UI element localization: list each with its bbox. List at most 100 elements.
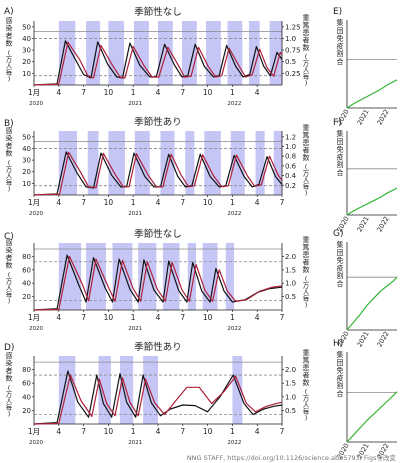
y-axis-title-right-unit: (万人毎) <box>303 388 310 422</box>
year-label: 2022 <box>376 215 391 233</box>
x-tick-label: 4 <box>156 198 161 207</box>
distancing-band <box>187 243 197 310</box>
year-label: 2021 <box>128 326 142 332</box>
distancing-band <box>108 21 125 85</box>
distancing-band <box>227 21 243 85</box>
panel-label: D) <box>4 343 14 353</box>
year-label: 2021 <box>128 440 142 446</box>
year-label: 2022 <box>227 326 241 332</box>
y-tick-label-right: 0.75 <box>285 47 301 55</box>
y-tick-label-right: 1.2 <box>285 133 296 141</box>
y-tick-label-left: 60 <box>22 266 31 274</box>
panel-label: E) <box>333 7 342 17</box>
x-tick-label: 10 <box>203 88 213 97</box>
year-label: 2020 <box>29 211 43 217</box>
y-axis-title: 集団免疫割合 <box>337 350 344 398</box>
series-line-critical <box>33 255 283 311</box>
x-tick-label: 1 <box>230 198 235 207</box>
series-line-immunity <box>346 187 398 216</box>
x-tick-label: 10 <box>104 88 114 97</box>
series-line-immunity <box>346 276 398 331</box>
y-tick-label-right: 0.5 <box>285 58 296 66</box>
x-tick-label: 10 <box>203 313 213 322</box>
y-axis-title-right: 重篤患者数 <box>303 124 310 162</box>
distancing-band <box>273 131 282 195</box>
distancing-band <box>185 131 195 195</box>
series-line-infected <box>33 370 283 425</box>
y-tick-label-left: 10 <box>22 180 31 188</box>
x-tick-label: 7 <box>180 198 185 207</box>
year-label: 2021 <box>128 101 142 107</box>
y-tick-label-right: 0.2 <box>285 182 296 190</box>
chart-panel-0: 10 20 30 40 50 0.25 0.5 0.75 1.0 1.25 1月 4 7 10 1 4 7 10 1… <box>4 6 310 107</box>
x-tick-label: 7 <box>81 427 86 436</box>
distancing-band <box>143 356 158 424</box>
y-axis-title: 集団免疫割合 <box>337 240 344 288</box>
distancing-band <box>204 131 221 195</box>
y-tick-label-right: 1.0 <box>285 143 296 151</box>
y-axis-title-right-unit: (万人毎) <box>303 275 310 309</box>
chart-title: 季節性なし <box>134 6 182 18</box>
distancing-band <box>160 131 175 195</box>
year-label: 2022 <box>227 211 241 217</box>
y-tick-label-left: 20 <box>22 293 31 301</box>
x-tick-label: 4 <box>156 427 161 436</box>
year-label: 2021 <box>356 108 371 126</box>
y-tick-label-left: 20 <box>22 58 31 66</box>
y-tick-label-right: 1.0 <box>285 393 296 401</box>
y-axis-title-left: 感染者数 <box>6 16 13 48</box>
y-tick-label-right: 1.5 <box>285 266 296 274</box>
panel-label: H) <box>333 339 343 349</box>
year-label: 2022 <box>227 101 241 107</box>
year-label: 2021 <box>128 211 142 217</box>
y-tick-label-left: 40 <box>22 393 31 401</box>
x-tick-label: 4 <box>56 88 61 97</box>
x-tick-label: 7 <box>180 427 185 436</box>
x-tick-label: 4 <box>156 88 161 97</box>
y-tick-label-left: 80 <box>22 253 31 261</box>
y-tick-label-right: 2.0 <box>285 366 296 374</box>
y-tick-label-right: 0.6 <box>285 162 297 170</box>
x-tick-label: 7 <box>180 88 185 97</box>
x-tick-label: 1 <box>230 427 235 436</box>
x-tick-label: 10 <box>203 198 213 207</box>
year-label: 2022 <box>376 330 391 348</box>
x-tick-label: 7 <box>81 88 86 97</box>
x-tick-label: 1月 <box>28 198 40 207</box>
chart-title: 季節性あり <box>134 116 182 128</box>
y-tick-label-left: 40 <box>22 35 31 43</box>
y-tick-label-left: 10 <box>22 70 31 78</box>
x-tick-label: 4 <box>255 313 260 322</box>
x-tick-label: 1月 <box>28 313 40 322</box>
y-tick-label-left: 30 <box>22 47 31 55</box>
series-line-critical <box>33 374 283 425</box>
y-tick-label-left: 40 <box>22 280 31 288</box>
x-tick-label: 1月 <box>28 427 40 436</box>
y-tick-label-right: 1.0 <box>285 280 296 288</box>
distancing-band <box>225 243 235 310</box>
y-axis-title: 集団免疫割合 <box>337 18 344 66</box>
year-label: 2020 <box>29 440 43 446</box>
series-line-immunity <box>346 79 398 109</box>
x-tick-label: 4 <box>56 313 61 322</box>
chart-title: 季節性なし <box>134 228 182 240</box>
y-axis-title-left: 感染者数 <box>6 238 13 270</box>
x-tick-label: 4 <box>156 313 161 322</box>
year-label: 2021 <box>356 215 371 233</box>
x-tick-label: 10 <box>104 198 114 207</box>
x-tick-label: 1 <box>230 88 235 97</box>
distancing-band <box>98 356 111 424</box>
distancing-band <box>86 243 106 310</box>
y-tick-label-right: 0.5 <box>285 407 296 415</box>
y-tick-label-left: 50 <box>22 23 31 31</box>
chart-title: 季節性あり <box>134 341 182 353</box>
x-tick-label: 10 <box>104 427 114 436</box>
y-tick-label-left: 80 <box>22 366 31 374</box>
distancing-band <box>112 243 133 310</box>
y-tick-label-right: 1.25 <box>285 23 301 31</box>
distancing-band <box>108 131 125 195</box>
series-line-critical <box>33 41 283 86</box>
